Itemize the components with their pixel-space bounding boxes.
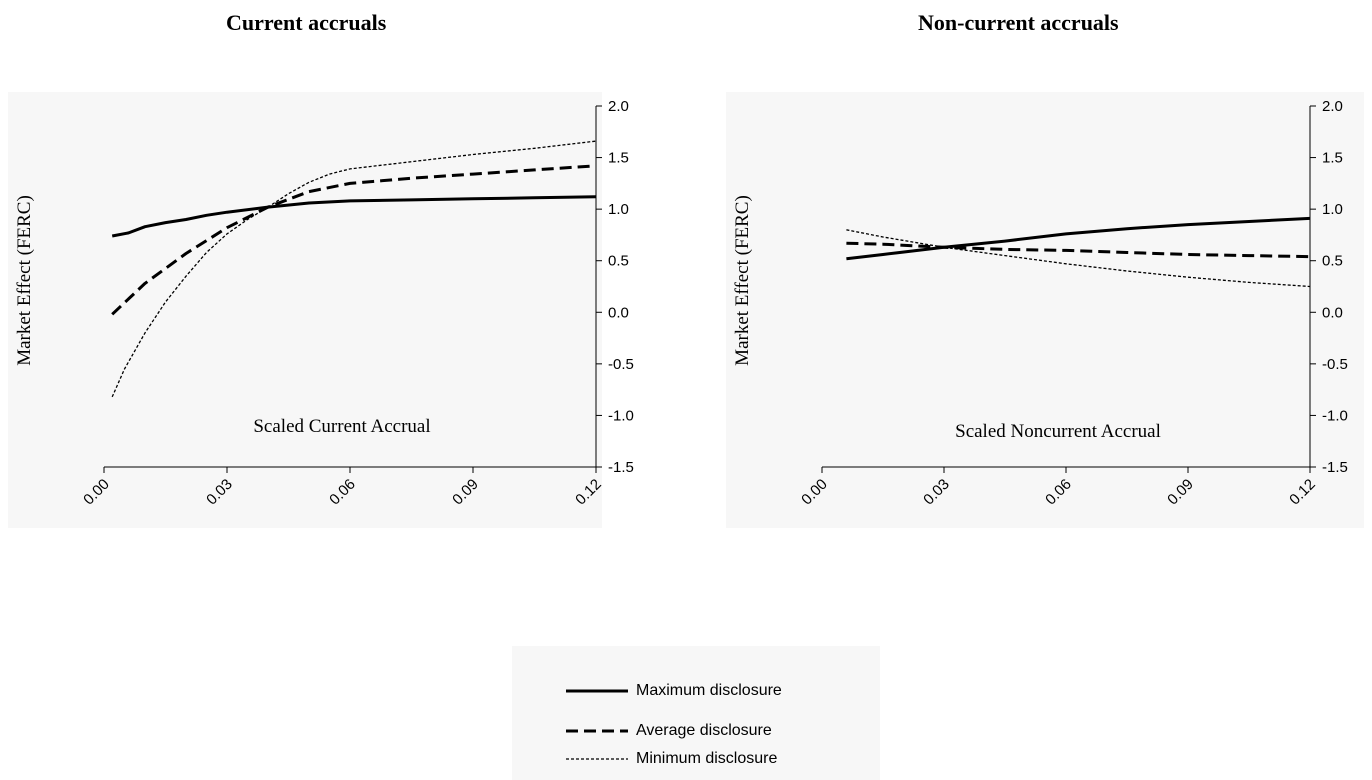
x-tick-label: 0.00 — [80, 476, 113, 509]
x-tick-label: 0.09 — [449, 476, 482, 509]
y-tick-label: 0.0 — [608, 304, 629, 321]
series-line-dotted — [846, 229, 1311, 288]
legend-swatch-solid — [566, 689, 628, 693]
y-tick-label: 0.5 — [608, 253, 629, 270]
x-axis-label: Scaled Current Accrual — [253, 416, 430, 437]
legend-swatch-dotted — [566, 758, 628, 760]
y-axis-label: Market Effect (FERC) — [732, 195, 753, 366]
legend-label-minimum: Minimum disclosure — [636, 750, 778, 767]
y-tick-label: 1.0 — [1322, 201, 1343, 218]
y-tick-label: -0.5 — [1322, 356, 1348, 373]
charts-canvas: 0.00 0.03 0.06 0.09 0.12 2.0 1.5 1.0 0.5 0.0 -0.5 -… — [14, 98, 1348, 508]
series-line-dotted — [111, 140, 597, 398]
legend-label-average: Average disclosure — [636, 722, 772, 739]
chart-current: 0.00 0.03 0.06 0.09 0.12 2.0 1.5 1.0 0.5 0.0 -0.5 -… — [14, 98, 634, 508]
x-tick-label: 0.06 — [1042, 476, 1075, 509]
x-tick-label: 0.09 — [1164, 476, 1197, 509]
y-axis-label: Market Effect (FERC) — [14, 195, 35, 366]
series-line-dashed — [111, 164, 597, 316]
series-line-solid-thick — [846, 216, 1311, 261]
x-tick-label: 0.12 — [1286, 476, 1319, 509]
legend — [512, 646, 880, 780]
x-tick-label: 0.03 — [920, 476, 953, 509]
y-tick-label: -1.0 — [608, 407, 634, 424]
legend-item-minimum: Minimum disclosure — [566, 748, 777, 770]
x-axis-label: Scaled Noncurrent Accrual — [955, 421, 1161, 442]
chart-title-noncurrent: Non-current accruals — [918, 10, 1119, 35]
y-tick-label: 1.5 — [1322, 150, 1343, 167]
y-tick-label: -0.5 — [608, 356, 634, 373]
y-tick-label: 2.0 — [608, 98, 629, 115]
y-tick-label: 0.5 — [1322, 253, 1343, 270]
series-line-dashed — [846, 241, 1311, 259]
series-line-solid-thick — [111, 195, 597, 238]
x-tick-label: 0.06 — [326, 476, 359, 509]
y-tick-label: -1.5 — [608, 459, 634, 476]
legend-item-maximum: Maximum disclosure — [566, 680, 782, 702]
y-tick-label: 0.0 — [1322, 304, 1343, 321]
y-tick-label: 2.0 — [1322, 98, 1343, 115]
y-tick-label: 1.5 — [608, 150, 629, 167]
y-tick-label: -1.5 — [1322, 459, 1348, 476]
x-tick-label: 0.12 — [572, 476, 605, 509]
x-tick-label: 0.03 — [203, 476, 236, 509]
chart-noncurrent: 0.00 0.03 0.06 0.09 0.12 2.0 1.5 1.0 0.5 0.0 -0.5 -… — [732, 98, 1348, 508]
legend-item-average: Average disclosure — [566, 720, 772, 742]
y-tick-label: 1.0 — [608, 201, 629, 218]
legend-swatch-dashed — [566, 729, 628, 733]
legend-label-maximum: Maximum disclosure — [636, 682, 782, 699]
chart-title-current: Current accruals — [226, 10, 387, 35]
plot-area-noncurrent — [726, 92, 1364, 528]
plot-area-current — [8, 92, 602, 528]
x-tick-label: 0.00 — [798, 476, 831, 509]
y-tick-label: -1.0 — [1322, 407, 1348, 424]
